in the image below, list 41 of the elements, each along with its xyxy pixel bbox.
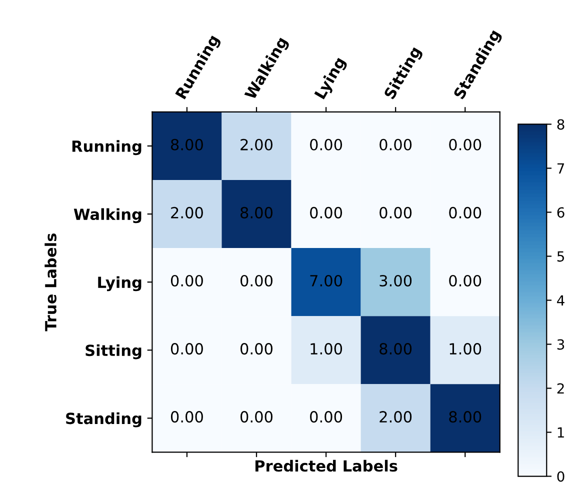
color-bar-label: 0 <box>557 471 564 482</box>
data-label: 0.00 <box>310 411 342 423</box>
data-label: 0.00 <box>310 206 342 218</box>
color-bar-label: 1 <box>558 427 564 438</box>
color-bar-label: 8 <box>557 119 564 130</box>
data-label: 0.00 <box>170 343 203 355</box>
color-bar-label: 7 <box>557 163 564 174</box>
data-label: 0.00 <box>449 206 482 218</box>
x-axis-title: Predicted Labels <box>255 460 398 472</box>
data-label: 0.00 <box>170 411 203 423</box>
data-label: 0.00 <box>380 138 412 150</box>
y-tick-label: Walking <box>74 208 142 224</box>
data-label: 0.00 <box>310 138 342 150</box>
color-bar-label: 6 <box>557 207 564 218</box>
data-label: 2.00 <box>240 138 272 150</box>
data-label: 7.00 <box>310 274 342 287</box>
data-label: 0.00 <box>170 274 203 287</box>
color-bar-label: 3 <box>557 339 564 350</box>
y-tick-label: Sitting <box>86 344 142 360</box>
data-label: 8.00 <box>240 206 272 218</box>
data-label: 2.00 <box>171 206 203 218</box>
data-label: 0.00 <box>380 206 412 218</box>
y-axis-title: True Labels <box>44 234 56 332</box>
y-tick-label: Standing <box>66 412 142 428</box>
data-label: 8.00 <box>380 343 412 355</box>
data-label: 2.00 <box>380 411 412 423</box>
data-label: 0.00 <box>240 274 272 287</box>
data-label: 8.00 <box>449 411 482 423</box>
data-label: 0.00 <box>240 411 272 423</box>
data-label: 0.00 <box>449 138 482 150</box>
data-label: 0.00 <box>449 274 482 287</box>
y-tick-label: Lying <box>98 276 142 292</box>
data-label: 3.00 <box>380 274 412 287</box>
data-label: 8.00 <box>170 138 203 150</box>
color-bar-label: 4 <box>557 295 564 306</box>
y-tick-label: Running <box>72 140 142 156</box>
data-label: 1.00 <box>310 343 342 355</box>
color-bar-label: 5 <box>557 251 564 262</box>
color-bar-label: 2 <box>557 383 564 394</box>
data-label: 1.00 <box>450 343 482 355</box>
data-label: 0.00 <box>240 343 272 355</box>
